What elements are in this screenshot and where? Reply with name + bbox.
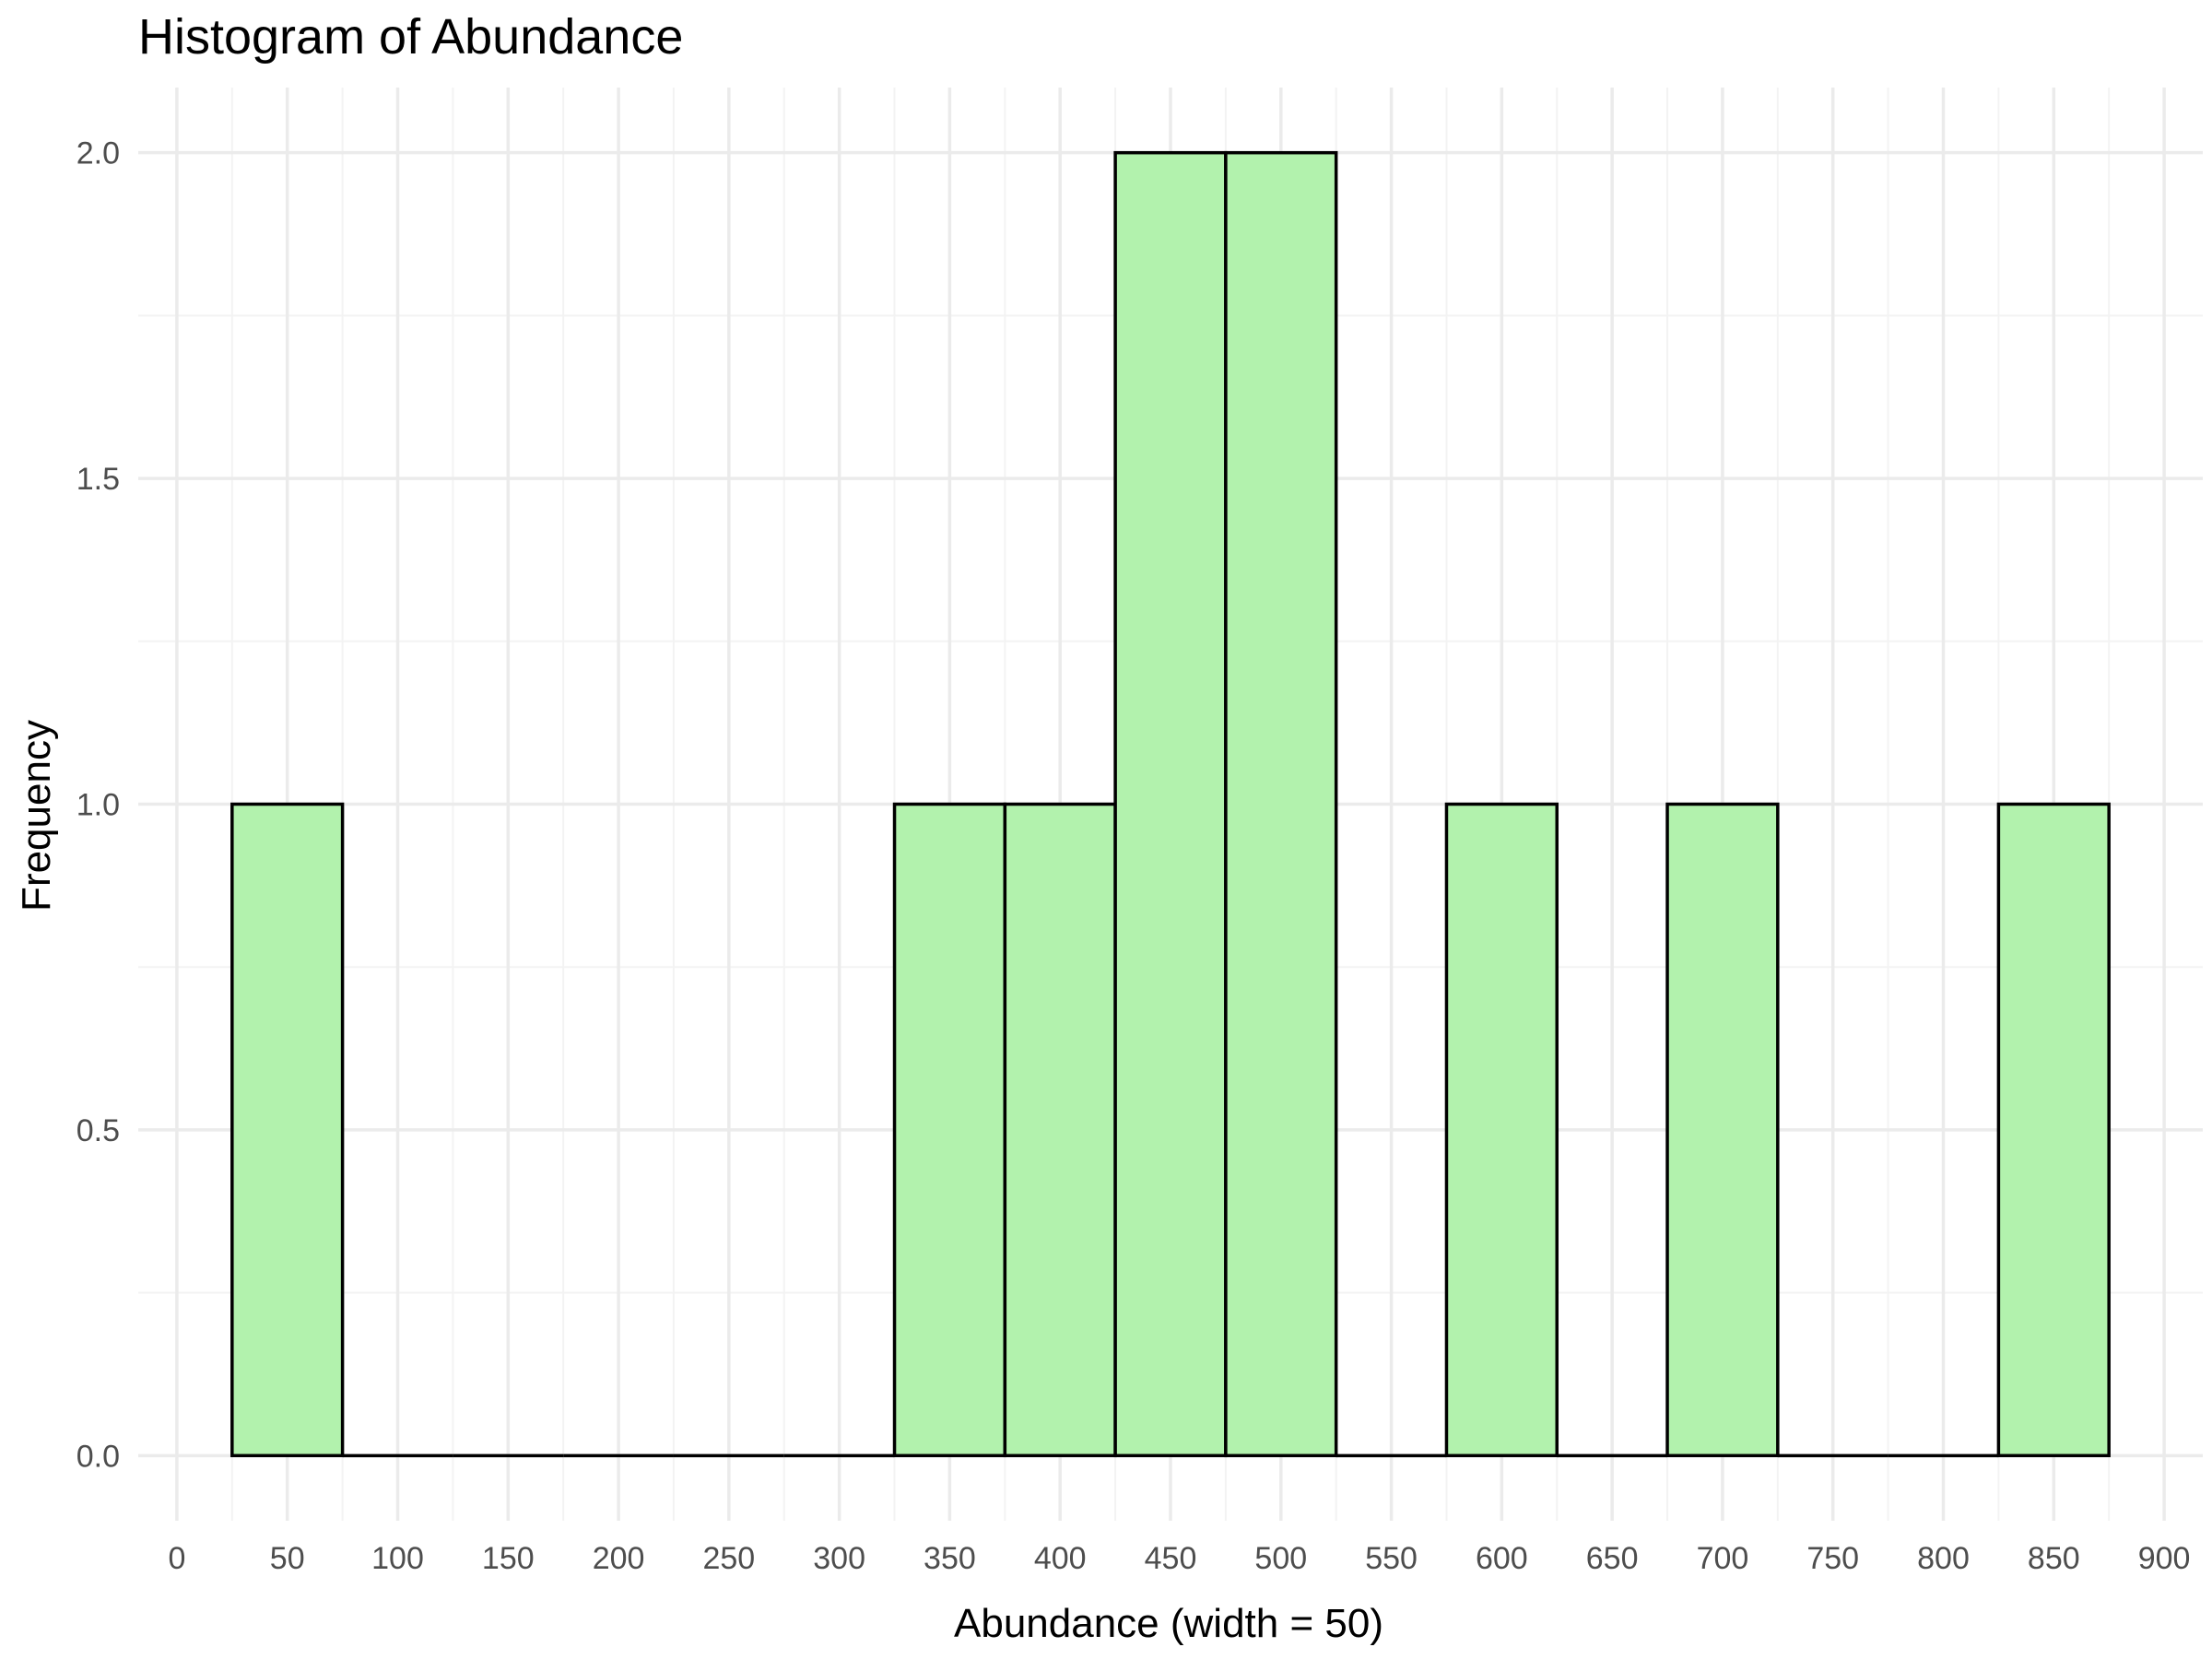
x-tick-label: 550 bbox=[1365, 1541, 1418, 1576]
histogram-bar bbox=[1665, 802, 1780, 1458]
x-tick-label: 700 bbox=[1697, 1541, 1749, 1576]
x-tick-label: 200 bbox=[593, 1541, 645, 1576]
x-tick-label: 500 bbox=[1254, 1541, 1307, 1576]
x-tick-label: 100 bbox=[371, 1541, 424, 1576]
x-tick-label: 400 bbox=[1034, 1541, 1087, 1576]
x-tick-label: 250 bbox=[702, 1541, 755, 1576]
histogram-bars bbox=[230, 150, 2111, 1458]
x-tick-label: 0 bbox=[168, 1541, 185, 1576]
histogram-bar bbox=[1224, 150, 1338, 1458]
y-axis-ticks: 0.0 0.5 1.0 1.5 2.0 bbox=[76, 136, 120, 1475]
y-tick-label: 0.5 bbox=[76, 1113, 120, 1148]
y-axis-title: Frequency bbox=[14, 720, 59, 912]
histogram-bar bbox=[1444, 802, 1559, 1458]
histogram-bar bbox=[1113, 150, 1228, 1458]
x-tick-label: 350 bbox=[924, 1541, 976, 1576]
x-tick-label: 750 bbox=[1806, 1541, 1859, 1576]
y-tick-label: 1.0 bbox=[76, 788, 120, 823]
x-tick-label: 450 bbox=[1145, 1541, 1197, 1576]
x-tick-label: 600 bbox=[1476, 1541, 1528, 1576]
x-tick-label: 50 bbox=[270, 1541, 305, 1576]
y-tick-label: 2.0 bbox=[76, 136, 120, 171]
x-tick-label: 300 bbox=[813, 1541, 865, 1576]
y-tick-label: 1.5 bbox=[76, 462, 120, 497]
histogram-bar bbox=[1003, 802, 1117, 1458]
x-tick-label: 650 bbox=[1586, 1541, 1639, 1576]
y-tick-label: 0.0 bbox=[76, 1439, 120, 1474]
x-axis-title: Abundance (width = 50) bbox=[954, 1601, 1383, 1646]
histogram-bar bbox=[892, 802, 1007, 1458]
histogram-bar bbox=[1996, 802, 2111, 1458]
x-axis-ticks: 0 50 100 150 200 250 300 350 400 450 500 550 600 650 7… bbox=[168, 1541, 2190, 1576]
x-tick-label: 850 bbox=[2028, 1541, 2080, 1576]
chart-title: Histogram of Abundance bbox=[138, 9, 683, 65]
x-tick-label: 150 bbox=[482, 1541, 535, 1576]
x-tick-label: 800 bbox=[1917, 1541, 1970, 1576]
x-tick-label: 900 bbox=[2138, 1541, 2191, 1576]
histogram-bar bbox=[230, 802, 345, 1458]
